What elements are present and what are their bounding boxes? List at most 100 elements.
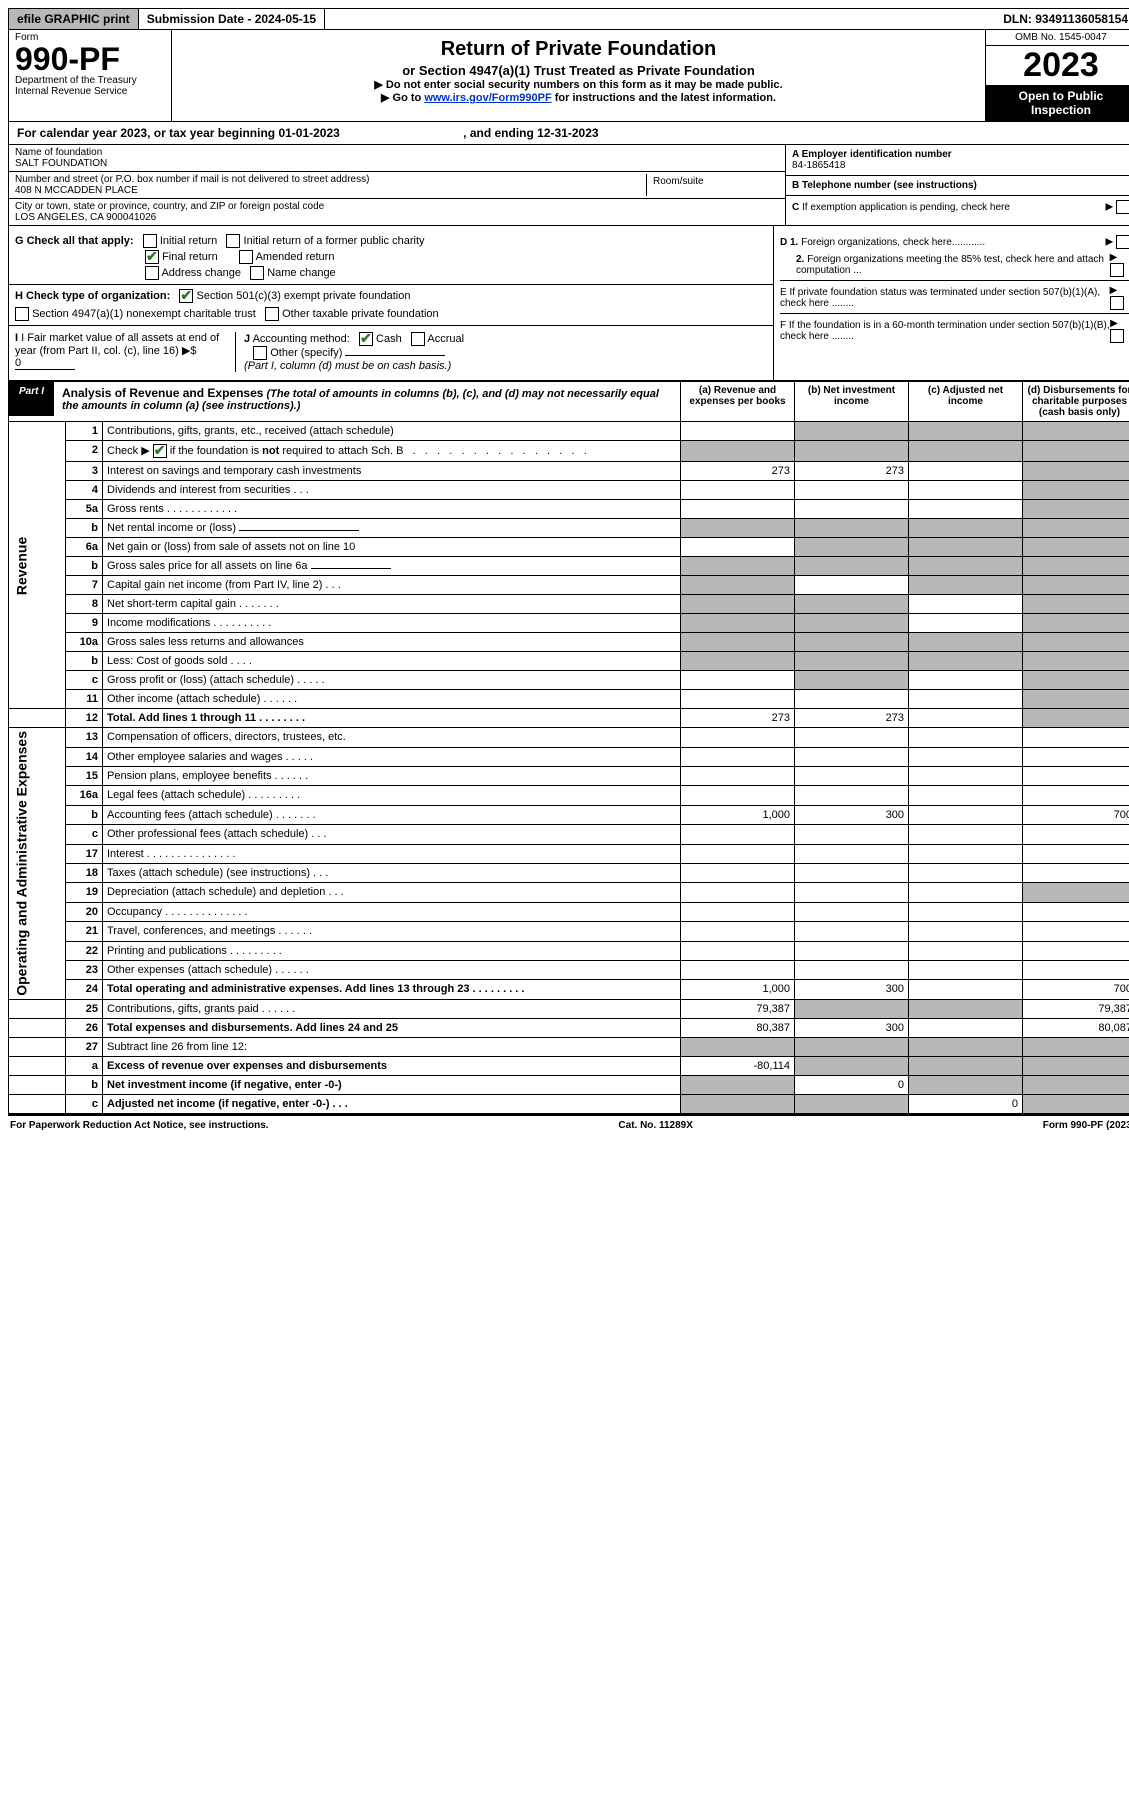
row-19-desc: Depreciation (attach schedule) and deple…: [103, 883, 681, 902]
form-subtitle: or Section 4947(a)(1) Trust Treated as P…: [178, 63, 979, 78]
col-c-header: (c) Adjusted net income: [909, 382, 1023, 422]
ein-cell: A Employer identification number 84-1865…: [786, 145, 1129, 176]
checkbox-4947[interactable]: [15, 307, 29, 321]
row-27-num: 27: [66, 1037, 103, 1056]
h-501c3: Section 501(c)(3) exempt private foundat…: [196, 290, 410, 302]
part1-title: Analysis of Revenue and Expenses: [62, 386, 263, 400]
initial-former: Initial return of a former public charit…: [244, 235, 425, 247]
checkbox-cash[interactable]: [359, 332, 373, 346]
row-11-num: 11: [66, 690, 103, 709]
row-23-desc: Other expenses (attach schedule) . . . .…: [103, 960, 681, 979]
note2-prefix: ▶ Go to: [381, 92, 424, 104]
row-27c-c: 0: [909, 1094, 1023, 1113]
addr-change: Address change: [161, 267, 241, 279]
row-2-num: 2: [66, 441, 103, 462]
row-27a-a: -80,114: [681, 1056, 795, 1075]
row-16c-desc: Other professional fees (attach schedule…: [103, 825, 681, 844]
city-label: City or town, state or province, country…: [15, 201, 324, 212]
row-27a-desc: Excess of revenue over expenses and disb…: [103, 1056, 681, 1075]
row-6a-num: 6a: [66, 538, 103, 557]
city-value: LOS ANGELES, CA 900041026: [15, 212, 156, 223]
submission-date: Submission Date - 2024-05-15: [139, 9, 325, 29]
row-12-a: 273: [681, 709, 795, 728]
row-9-num: 9: [66, 614, 103, 633]
checkbox-c[interactable]: [1116, 200, 1129, 214]
other-specify-line: [345, 355, 445, 356]
col-b-header: (b) Net investment income: [795, 382, 909, 422]
efile-label[interactable]: efile GRAPHIC print: [9, 9, 139, 29]
footer-left: For Paperwork Reduction Act Notice, see …: [10, 1120, 269, 1131]
row-26-desc: Total expenses and disbursements. Add li…: [103, 1018, 681, 1037]
checkbox-e[interactable]: [1110, 296, 1124, 310]
row-26-d: 80,087: [1023, 1018, 1129, 1037]
phone-cell: B Telephone number (see instructions): [786, 176, 1129, 196]
row-14-desc: Other employee salaries and wages . . . …: [103, 747, 681, 766]
row-24-d: 700: [1023, 980, 1129, 1000]
checkbox-schb[interactable]: [153, 444, 167, 458]
row-17-num: 17: [66, 844, 103, 863]
row-10a-desc: Gross sales less returns and allowances: [103, 633, 681, 652]
checkbox-initial[interactable]: [143, 234, 157, 248]
omb-number: OMB No. 1545-0047: [986, 30, 1129, 46]
footer-mid: Cat. No. 11289X: [618, 1120, 692, 1131]
checkbox-addr-change[interactable]: [145, 266, 159, 280]
row-26-num: 26: [66, 1018, 103, 1037]
row-16a-num: 16a: [66, 786, 103, 805]
checkbox-d2[interactable]: [1110, 263, 1124, 277]
checkbox-initial-former[interactable]: [226, 234, 240, 248]
initial-return: Initial return: [160, 235, 217, 247]
checkbox-501c3[interactable]: [179, 289, 193, 303]
row-24-num: 24: [66, 980, 103, 1000]
exemption-cell: C C If exemption application is pending,…: [786, 196, 1129, 218]
row-15-desc: Pension plans, employee benefits . . . .…: [103, 766, 681, 785]
row-21-desc: Travel, conferences, and meetings . . . …: [103, 922, 681, 941]
form-title: Return of Private Foundation: [178, 38, 979, 61]
form-header: Form 990-PF Department of the Treasury I…: [8, 30, 1129, 122]
row-21-num: 21: [66, 922, 103, 941]
foundation-name-cell: Name of foundation SALT FOUNDATION: [9, 145, 786, 172]
f-label: F If the foundation is in a 60-month ter…: [780, 320, 1110, 342]
row-8-num: 8: [66, 595, 103, 614]
row-27a-num: a: [66, 1056, 103, 1075]
check-left: G Check all that apply: Initial return I…: [9, 226, 774, 380]
note2-suffix: for instructions and the latest informat…: [552, 92, 776, 104]
checkbox-accrual[interactable]: [411, 332, 425, 346]
row-25-desc: Contributions, gifts, grants paid . . . …: [103, 999, 681, 1018]
j-cash: Cash: [376, 333, 402, 345]
dept: Department of the Treasury: [15, 75, 137, 86]
checkbox-other-method[interactable]: [253, 346, 267, 360]
row-27c-desc: Adjusted net income (if negative, enter …: [103, 1094, 681, 1113]
checkbox-name-change[interactable]: [250, 266, 264, 280]
row-10c-num: c: [66, 671, 103, 690]
check-section: G Check all that apply: Initial return I…: [8, 226, 1129, 381]
checkbox-f[interactable]: [1110, 329, 1124, 343]
row-17-desc: Interest . . . . . . . . . . . . . . .: [103, 844, 681, 863]
row-12-num: 12: [66, 709, 103, 728]
col-a-header: (a) Revenue and expenses per books: [681, 382, 795, 422]
i-label: I Fair market value of all assets at end…: [15, 332, 219, 357]
checkbox-amended[interactable]: [239, 250, 253, 264]
row-13-num: 13: [66, 728, 103, 747]
row-5b-desc: Net rental income or (loss): [103, 519, 681, 538]
h-label: H Check type of organization:: [15, 290, 170, 302]
row-14-num: 14: [66, 747, 103, 766]
row-7-num: 7: [66, 576, 103, 595]
row-5a-num: 5a: [66, 500, 103, 519]
checkbox-other-tax[interactable]: [265, 307, 279, 321]
col-d-header: (d) Disbursements for charitable purpose…: [1023, 382, 1129, 422]
row-18-num: 18: [66, 863, 103, 882]
checkbox-final[interactable]: [145, 250, 159, 264]
row-5a-desc: Gross rents . . . . . . . . . . . .: [103, 500, 681, 519]
check-right: D 1. Foreign organizations, check here..…: [774, 226, 1129, 380]
row-25-d: 79,387: [1023, 999, 1129, 1018]
row-24-desc: Total operating and administrative expen…: [103, 980, 681, 1000]
row-22-num: 22: [66, 941, 103, 960]
checkbox-d1[interactable]: [1116, 235, 1129, 249]
amended-return: Amended return: [256, 251, 335, 263]
row-1-desc: Contributions, gifts, grants, etc., rece…: [103, 422, 681, 441]
irs-link[interactable]: www.irs.gov/Form990PF: [424, 92, 551, 104]
row-3-a: 273: [681, 462, 795, 481]
row-16c-num: c: [66, 825, 103, 844]
calendar-year-row: For calendar year 2023, or tax year begi…: [8, 122, 1129, 145]
year-box: OMB No. 1545-0047 2023 Open to Public In…: [986, 30, 1129, 121]
